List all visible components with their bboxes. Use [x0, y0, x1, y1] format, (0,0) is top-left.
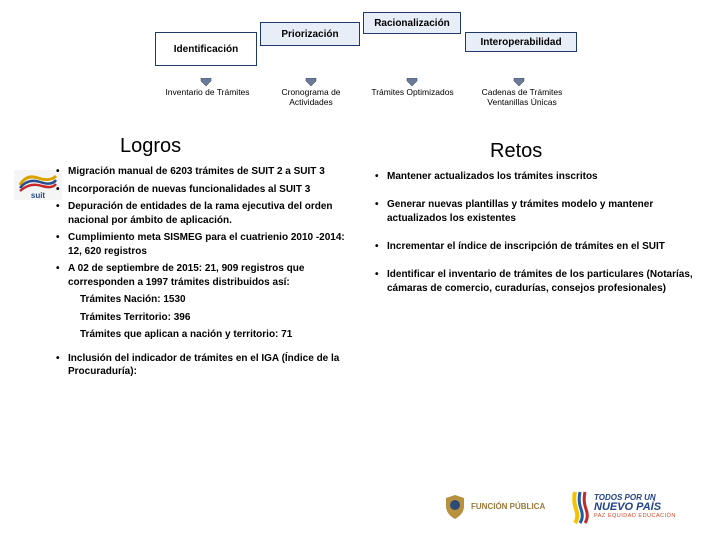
- arrow-down-icon: [406, 73, 418, 81]
- logros-sub-territorio: Trámites Territorio: 396: [56, 311, 361, 325]
- arrow-down-icon: [513, 73, 525, 81]
- process-flow: Identificación Priorización Racionalizac…: [155, 12, 705, 127]
- flow-bottom-row: Inventario de Trámites Cronograma de Act…: [155, 73, 705, 123]
- footer-logos: FUNCIÓN PÚBLICA TODOS POR UN NUEVO PAÍS …: [444, 486, 702, 528]
- flow-sub-inventario: Inventario de Trámites: [165, 87, 250, 97]
- flow-box-interoperabilidad: Interoperabilidad: [465, 32, 577, 52]
- logros-item: Cumplimiento meta SISMEG para el cuatrie…: [56, 231, 361, 258]
- logros-list: Migración manual de 6203 trámites de SUI…: [56, 165, 361, 383]
- retos-item: Mantener actualizados los trámites inscr…: [375, 170, 705, 184]
- logros-sub-ambos: Trámites que aplican a nación y territor…: [56, 328, 361, 342]
- svg-text:suit: suit: [31, 191, 46, 200]
- flow-sub-optimizados: Trámites Optimizados: [370, 87, 455, 97]
- flow-sub-cronograma: Cronograma de Actividades: [265, 87, 357, 107]
- todos-logo: TODOS POR UN NUEVO PAÍS PAZ EQUIDAD EDUC…: [572, 486, 702, 528]
- flag-icon: [572, 489, 590, 525]
- retos-item: Generar nuevas plantillas y trámites mod…: [375, 198, 705, 226]
- todos-line2: NUEVO PAÍS: [594, 502, 676, 512]
- retos-item: Identificar el inventario de trámites de…: [375, 268, 705, 296]
- logros-sub-nacion: Trámites Nación: 1530: [56, 293, 361, 307]
- logros-heading: Logros: [120, 135, 181, 158]
- logros-item: Migración manual de 6203 trámites de SUI…: [56, 165, 361, 179]
- flow-box-priorizacion: Priorización: [260, 22, 360, 46]
- logros-item-last: Inclusión del indicador de trámites en e…: [56, 352, 361, 379]
- shield-icon: [444, 494, 466, 520]
- funcion-publica-label: FUNCIÓN PÚBLICA: [471, 503, 545, 511]
- logros-item: A 02 de septiembre de 2015: 21, 909 regi…: [56, 262, 361, 289]
- arrow-down-icon: [305, 73, 317, 81]
- logros-item: Incorporación de nuevas funcionalidades …: [56, 183, 361, 197]
- flow-box-identificacion: Identificación: [155, 32, 257, 66]
- funcion-publica-logo: FUNCIÓN PÚBLICA: [444, 492, 554, 522]
- flow-box-racionalizacion: Racionalización: [363, 12, 461, 34]
- retos-list: Mantener actualizados los trámites inscr…: [375, 170, 705, 310]
- todos-line3: PAZ EQUIDAD EDUCACIÓN: [594, 514, 676, 519]
- suit-logo: suit: [14, 170, 62, 200]
- logros-item: Depuración de entidades de la rama ejecu…: [56, 200, 361, 227]
- flow-sub-cadenas: Cadenas de Trámites Ventanillas Únicas: [463, 87, 581, 107]
- retos-heading: Retos: [490, 140, 542, 163]
- retos-item: Incrementar el índice de inscripción de …: [375, 240, 705, 254]
- flow-top-row: Identificación Priorización Racionalizac…: [155, 12, 705, 67]
- arrow-down-icon: [200, 73, 212, 81]
